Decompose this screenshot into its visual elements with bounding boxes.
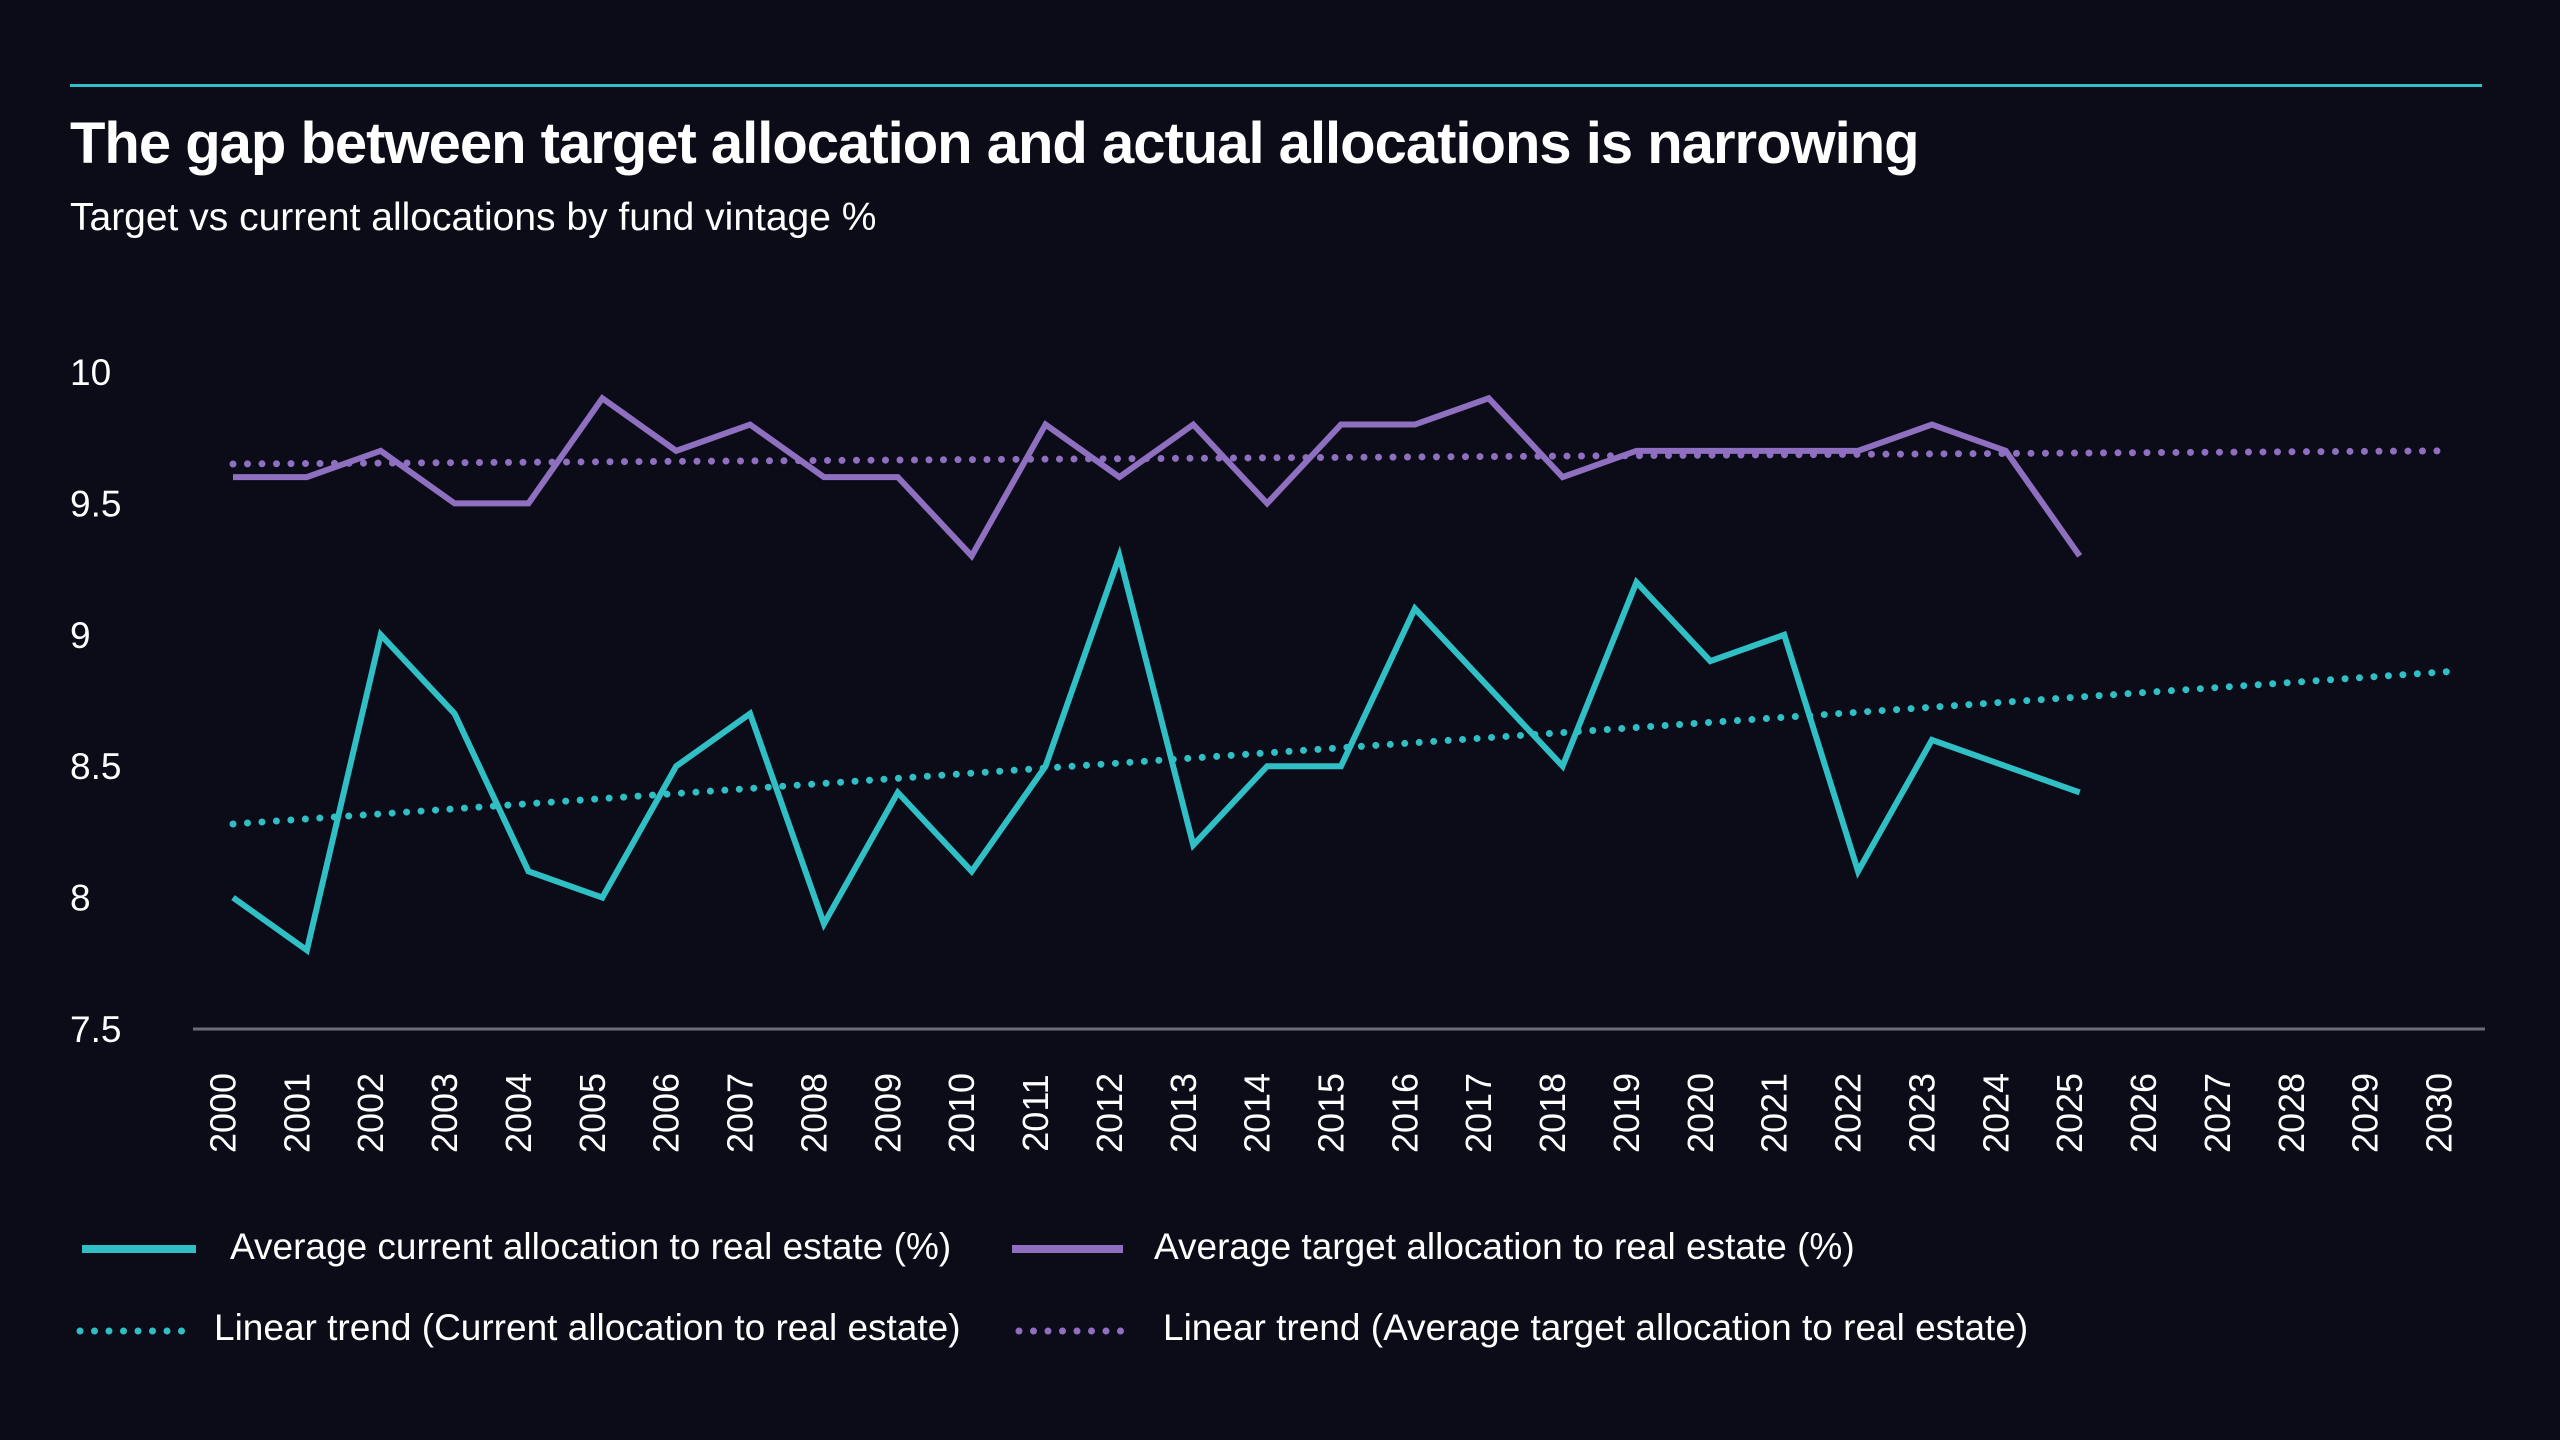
x-tick-label: 2025 bbox=[2049, 1073, 2090, 1153]
x-tick-label: 2013 bbox=[1163, 1073, 1204, 1153]
x-tick-label: 2016 bbox=[1384, 1073, 1425, 1153]
y-tick-label: 7.5 bbox=[70, 1009, 121, 1050]
x-tick-label: 2005 bbox=[572, 1073, 613, 1153]
top-accent-rule bbox=[70, 84, 2482, 87]
y-tick-label: 10 bbox=[70, 352, 111, 393]
x-tick-label: 2000 bbox=[203, 1073, 244, 1153]
x-tick-label: 2014 bbox=[1237, 1073, 1278, 1153]
current-allocation-line bbox=[231, 545, 2081, 956]
x-tick-label: 2007 bbox=[720, 1073, 761, 1153]
x-tick-label: 2019 bbox=[1606, 1073, 1647, 1153]
current-trend-line bbox=[229, 668, 2453, 828]
legend-label-current: Average current allocation to real estat… bbox=[230, 1226, 952, 1267]
x-tick-label: 2011 bbox=[1015, 1074, 1056, 1151]
chart-subtitle: Target vs current allocations by fund vi… bbox=[70, 196, 877, 239]
legend-label-current-trend: Linear trend (Current allocation to real… bbox=[214, 1307, 961, 1348]
x-tick-label: 2004 bbox=[498, 1073, 539, 1153]
x-tick-label: 2003 bbox=[424, 1073, 465, 1153]
x-tick-label: 2021 bbox=[1754, 1073, 1795, 1153]
x-tick-label: 2029 bbox=[2345, 1073, 2386, 1153]
x-tick-label: 2023 bbox=[1901, 1073, 1942, 1153]
x-tick-label: 2024 bbox=[1975, 1073, 2016, 1153]
x-tick-label: 2027 bbox=[2197, 1073, 2238, 1153]
y-tick-label: 9 bbox=[70, 615, 91, 656]
x-tick-label: 2017 bbox=[1458, 1073, 1499, 1153]
x-tick-label: 2012 bbox=[1089, 1073, 1130, 1153]
x-tick-label: 2018 bbox=[1532, 1073, 1573, 1153]
x-tick-label: 2009 bbox=[867, 1073, 908, 1153]
chart-title: The gap between target allocation and ac… bbox=[70, 111, 1920, 176]
x-tick-label: 2001 bbox=[276, 1073, 317, 1153]
x-tick-label: 2030 bbox=[2419, 1073, 2460, 1153]
y-tick-label: 8 bbox=[70, 878, 91, 919]
x-tick-label: 2006 bbox=[646, 1073, 687, 1153]
x-tick-label: 2020 bbox=[1680, 1073, 1721, 1153]
x-tick-label: 2022 bbox=[1828, 1073, 1869, 1153]
x-tick-label: 2028 bbox=[2271, 1073, 2312, 1153]
x-tick-label: 2008 bbox=[793, 1073, 834, 1153]
y-tick-label: 8.5 bbox=[70, 746, 121, 787]
x-tick-label: 2015 bbox=[1311, 1073, 1352, 1153]
x-tick-label: 2010 bbox=[941, 1073, 982, 1153]
legend-label-target: Average target allocation to real estate… bbox=[1154, 1226, 1855, 1267]
x-tick-label: 2002 bbox=[350, 1073, 391, 1153]
x-tick-label: 2026 bbox=[2123, 1073, 2164, 1153]
target-allocation-line bbox=[233, 394, 2083, 561]
y-tick-label: 9.5 bbox=[70, 483, 121, 524]
legend-label-target-trend: Linear trend (Average target allocation … bbox=[1163, 1307, 2029, 1348]
